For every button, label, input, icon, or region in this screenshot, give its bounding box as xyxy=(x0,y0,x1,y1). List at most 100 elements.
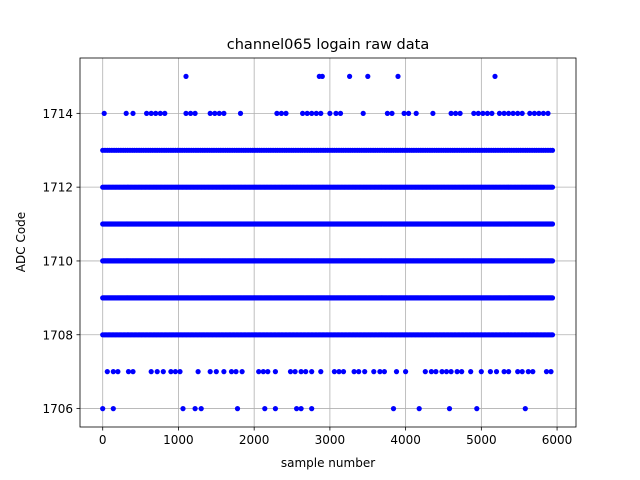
data-point xyxy=(501,369,507,375)
data-point xyxy=(501,110,507,116)
data-point xyxy=(468,369,474,375)
x-tick-label: 0 xyxy=(99,433,107,447)
data-point xyxy=(356,369,362,375)
data-point xyxy=(123,110,129,116)
data-point xyxy=(309,369,315,375)
data-point xyxy=(192,110,198,116)
data-point xyxy=(540,110,547,116)
data-point xyxy=(110,369,116,375)
data-point xyxy=(492,73,498,79)
data-point xyxy=(487,369,493,375)
data-point xyxy=(256,369,262,375)
data-point xyxy=(448,110,454,116)
data-point xyxy=(337,110,344,116)
data-point xyxy=(360,110,366,116)
data-point xyxy=(433,369,439,375)
data-point xyxy=(148,369,154,375)
data-point xyxy=(453,110,459,116)
data-point xyxy=(101,110,107,116)
data-point xyxy=(272,369,278,375)
data-point xyxy=(162,110,168,116)
data-point xyxy=(395,73,401,79)
data-point xyxy=(177,369,183,375)
data-point xyxy=(180,406,186,412)
y-axis-label: ADC Code xyxy=(14,212,28,272)
data-point xyxy=(130,369,136,375)
data-point xyxy=(430,110,436,116)
data-point xyxy=(549,184,556,190)
data-point xyxy=(239,369,245,375)
data-point xyxy=(144,110,150,116)
data-point xyxy=(351,369,357,375)
data-point xyxy=(304,110,310,116)
data-point xyxy=(515,369,521,375)
data-point xyxy=(489,110,495,116)
data-point xyxy=(207,369,213,375)
data-point xyxy=(519,369,525,375)
x-tick-label: 4000 xyxy=(390,433,421,447)
data-point xyxy=(294,406,300,412)
data-point xyxy=(493,369,500,375)
data-point xyxy=(406,110,412,116)
data-point xyxy=(549,147,556,153)
data-point xyxy=(160,369,166,375)
data-point xyxy=(188,110,194,116)
data-point xyxy=(115,369,121,375)
x-tick-label: 2000 xyxy=(239,433,270,447)
data-point xyxy=(536,110,542,116)
data-point xyxy=(110,406,116,412)
data-point xyxy=(278,110,284,116)
data-point xyxy=(549,221,556,227)
data-point xyxy=(543,369,550,375)
data-point xyxy=(422,369,428,375)
data-point xyxy=(439,369,445,375)
data-point xyxy=(403,369,409,375)
data-point xyxy=(100,406,106,412)
data-point xyxy=(298,406,304,412)
data-point xyxy=(393,369,400,375)
data-point xyxy=(272,406,278,412)
data-point xyxy=(309,406,315,412)
data-point xyxy=(213,369,219,375)
data-point xyxy=(416,406,422,412)
data-point xyxy=(506,110,512,116)
data-point xyxy=(446,406,453,412)
data-point xyxy=(265,369,271,375)
data-point xyxy=(300,110,306,116)
data-point xyxy=(104,369,110,375)
data-point xyxy=(298,369,304,375)
data-point xyxy=(318,369,324,375)
data-point xyxy=(389,110,395,116)
data-point xyxy=(496,110,503,116)
data-point xyxy=(519,110,525,116)
data-point xyxy=(448,369,454,375)
y-tick-label: 1708 xyxy=(42,328,73,342)
data-point xyxy=(221,110,227,116)
data-point xyxy=(527,110,533,116)
data-point xyxy=(313,110,319,116)
data-point xyxy=(428,369,434,375)
data-point xyxy=(221,369,227,375)
data-points xyxy=(100,73,556,412)
data-point xyxy=(531,110,538,116)
data-point xyxy=(198,406,204,412)
data-point xyxy=(525,369,531,375)
data-point xyxy=(192,406,198,412)
data-point xyxy=(474,406,480,412)
x-tick-label: 3000 xyxy=(315,433,346,447)
data-point xyxy=(319,73,325,79)
data-point xyxy=(365,73,371,79)
data-point xyxy=(371,369,377,375)
axis-ticks: 0 1000 2000 3000 4000 5000 6000 1706 1708 1710 171… xyxy=(42,107,572,447)
data-point xyxy=(130,110,136,116)
data-point xyxy=(340,369,347,375)
y-tick-label: 1710 xyxy=(42,254,73,268)
data-point xyxy=(475,110,481,116)
data-point xyxy=(390,406,397,412)
data-point xyxy=(168,369,174,375)
data-point xyxy=(183,73,189,79)
data-point xyxy=(484,110,490,116)
data-point xyxy=(309,110,315,116)
data-point xyxy=(522,406,528,412)
plot-frame xyxy=(79,57,577,428)
